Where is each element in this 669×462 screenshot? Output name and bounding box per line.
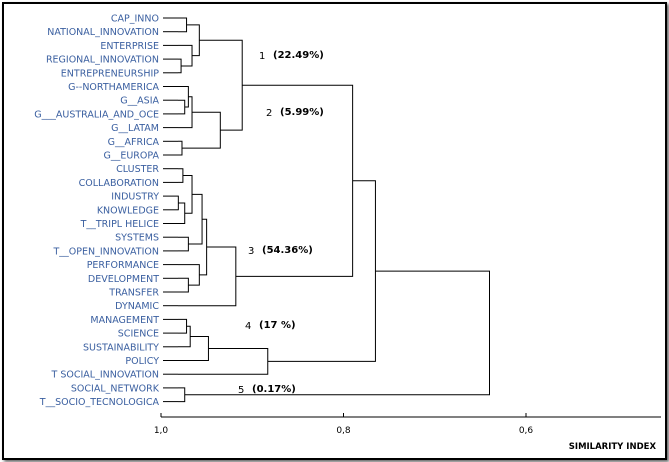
dendrogram-links xyxy=(163,17,490,403)
x-tick-label: 1,0 xyxy=(154,426,169,436)
leaf-label: TRANSFER xyxy=(108,288,159,299)
leaf-label: REGIONAL_INNOVATION xyxy=(46,55,159,66)
x-axis-title: SIMILARITY INDEX xyxy=(569,442,657,452)
dendrogram-link xyxy=(178,387,186,403)
cluster-percent: (5.99%) xyxy=(280,107,324,118)
dendrogram-link xyxy=(178,58,182,74)
leaf-label: SOCIAL_NETWORK xyxy=(71,383,160,394)
leaf-label: G__AFRICA xyxy=(108,137,160,148)
leaf-label: G__ASIA xyxy=(120,96,159,107)
dendrogram-link xyxy=(178,318,188,334)
cluster-percent: (17 %) xyxy=(259,320,296,331)
dendrogram-link xyxy=(184,270,490,396)
x-tick-label: 0,8 xyxy=(336,426,351,436)
cluster-labels: 1 (22.49%) 2 (5.99%) 3 (54.36%) 4 (17 %) 5 (0.17%… xyxy=(238,50,324,396)
cluster-number: 5 xyxy=(238,385,244,396)
dendrogram-link xyxy=(178,99,186,115)
dendrogram-link xyxy=(186,24,200,57)
dendrogram-link xyxy=(188,193,203,245)
dendrogram-link xyxy=(178,17,188,33)
leaf-label: INDUSTRY xyxy=(111,192,159,203)
dendrogram-chart: CAP_INNO NATIONAL_INNOVATION ENTERPRISE REG… xyxy=(34,14,661,452)
leaf-label: DEVELOPMENT xyxy=(88,274,159,285)
dendrogram-link xyxy=(199,39,243,131)
leaf-label: MANAGEMENT xyxy=(90,315,159,326)
leaf-label: POLICY xyxy=(125,356,159,367)
x-tick-label: 0,6 xyxy=(519,426,534,436)
cluster-number: 3 xyxy=(248,246,254,257)
leaf-label: T__OPEN_INNOVATION xyxy=(52,246,159,257)
dendrogram-link xyxy=(178,140,183,156)
cluster-number: 4 xyxy=(245,321,251,332)
leaf-labels: CAP_INNO NATIONAL_INNOVATION ENTERPRISE REG… xyxy=(34,14,160,409)
leaf-label: PERFORMANCE xyxy=(87,260,159,271)
dendrogram-link xyxy=(178,86,189,108)
leaf-label: SCIENCE xyxy=(118,329,159,340)
cluster-number: 2 xyxy=(266,108,272,119)
dendrogram-link xyxy=(178,236,189,252)
dendrogram-link xyxy=(178,168,184,183)
leaf-label: SUSTAINABILITY xyxy=(83,342,159,353)
leaf-label: DYNAMIC xyxy=(115,301,159,312)
leaf-label: G--NORTHAMERICA xyxy=(68,82,159,93)
leaf-label: T SOCIAL_INNOVATION xyxy=(51,370,159,381)
dendrogram-link xyxy=(178,202,186,224)
cluster-percent: (0.17%) xyxy=(252,384,296,395)
cluster-number: 1 xyxy=(259,51,265,62)
cluster-percent: (54.36%) xyxy=(262,245,313,256)
leaf-label: ENTREPRENEURSHIP xyxy=(61,68,159,79)
leaf-label: G___AUSTRALIA_AND_OCE xyxy=(34,109,159,120)
leaf-label: KNOWLEDGE xyxy=(97,205,159,216)
x-axis: 1,0 0,8 0,6 xyxy=(154,413,661,436)
dendrogram-link xyxy=(267,180,376,362)
dendrogram-link xyxy=(181,111,221,149)
leaf-label: CLUSTER xyxy=(116,164,159,175)
dendrogram-link xyxy=(178,277,189,293)
dendrogram-link xyxy=(199,218,208,276)
leaf-label: G__EUROPA xyxy=(103,151,159,162)
leaf-label: G__LATAM xyxy=(111,123,159,134)
dendrogram-link xyxy=(178,336,209,361)
cluster-percent: (22.49%) xyxy=(273,50,324,61)
dendrogram-link xyxy=(178,325,191,348)
leaf-label: ENTERPRISE xyxy=(100,41,159,52)
dendrogram-link xyxy=(178,348,269,375)
leaf-label: NATIONAL_INNOVATION xyxy=(47,27,159,38)
leaf-label: SYSTEMS xyxy=(115,233,159,244)
leaf-label: T__TRIPL HELICE xyxy=(80,219,159,230)
leaf-label: COLLABORATION xyxy=(79,178,159,189)
dendrogram-link xyxy=(178,44,193,67)
leaf-label: T__SOCIO_TECNOLOGICA xyxy=(39,397,160,408)
leaf-label: CAP_INNO xyxy=(111,14,159,25)
